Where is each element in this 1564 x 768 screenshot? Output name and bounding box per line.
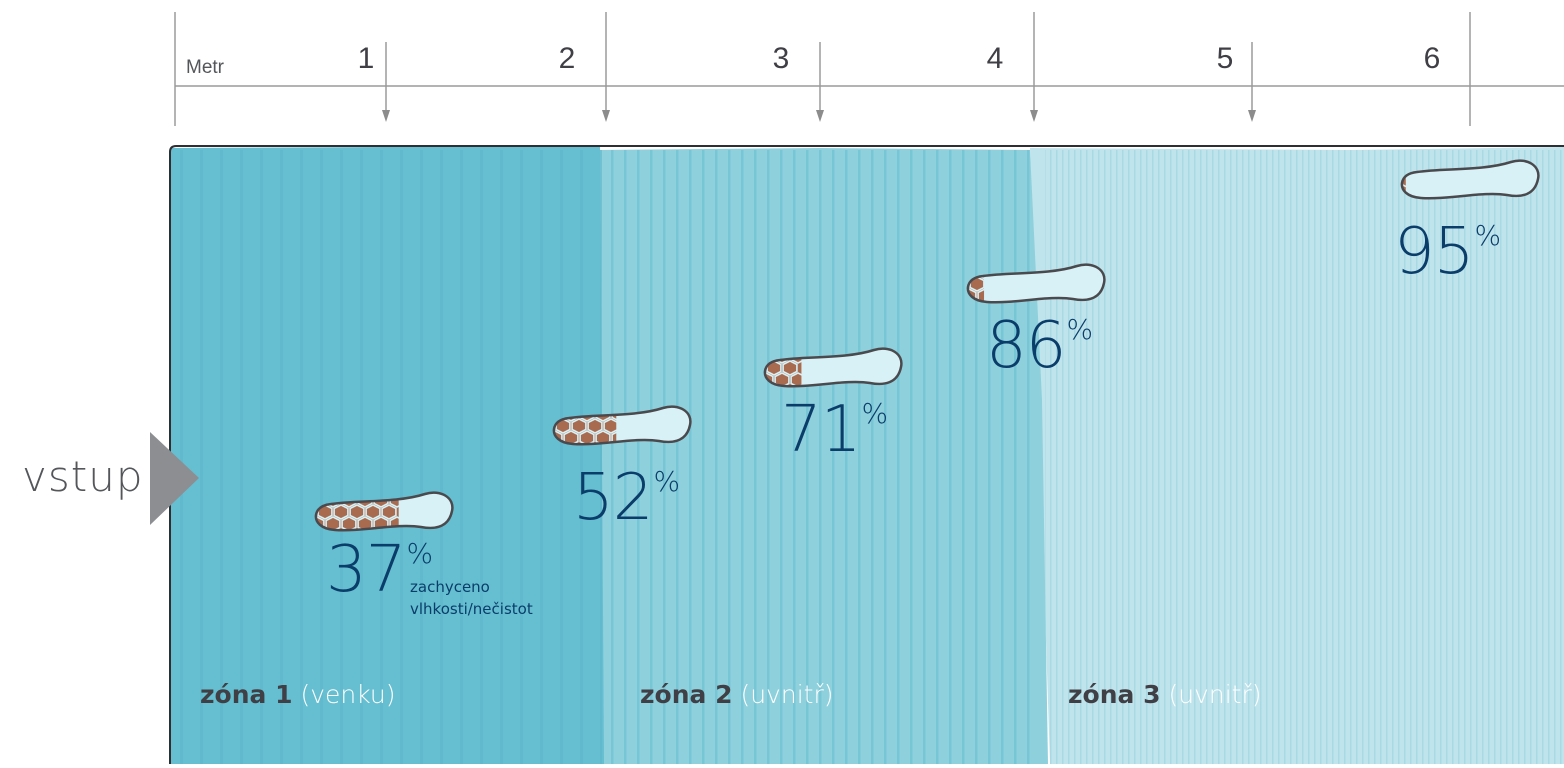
zone-name: zóna 2	[640, 680, 733, 709]
tread-hexagon	[1401, 184, 1411, 199]
percent-value: 95	[1394, 215, 1474, 289]
zone-note: (uvnitř)	[740, 680, 834, 709]
percent-value: 71	[781, 393, 861, 467]
mat	[169, 145, 1564, 764]
tread-hexagon	[389, 516, 405, 531]
shoe-outline	[966, 263, 1106, 304]
percent-label-3: 71%	[781, 398, 888, 462]
tread-hexagon	[603, 418, 619, 434]
tread-hexagon	[325, 516, 341, 531]
shoe-outline	[763, 347, 903, 388]
tread-hexagon	[782, 360, 798, 376]
ruler-tick-label: 3	[773, 42, 790, 75]
percent-label-4: 86%	[986, 314, 1093, 378]
zone-1-label: zóna 1 (venku)	[200, 680, 396, 709]
caption-line-1: zachyceno	[410, 578, 490, 596]
tread-hexagon	[365, 504, 381, 520]
tread-hexagon	[790, 372, 806, 387]
zone-name: zóna 3	[1068, 680, 1161, 709]
tread-hexagon	[579, 430, 595, 445]
ruler-arrow-icon	[1248, 110, 1256, 122]
percent-caption: zachyceno vlhkosti/nečistot	[410, 576, 533, 620]
ruler-arrow-icon	[1030, 110, 1038, 122]
tread-hexagon	[381, 504, 397, 520]
tread-hexagon	[774, 372, 790, 387]
zone-2-label: zóna 2 (uvnitř)	[640, 680, 833, 709]
percent-value: 52	[573, 461, 653, 535]
ruler-tick-label: 4	[987, 42, 1004, 75]
tread-hexagon	[764, 372, 774, 387]
ruler-ticks: 1 2 3 4 5 6	[358, 12, 1471, 126]
ruler-arrow-icon	[382, 110, 390, 122]
tread-hexagon	[315, 516, 325, 531]
ruler-unit-label: Metr	[186, 57, 225, 78]
tread-hexagon	[333, 504, 349, 520]
zone-2-stripes	[604, 150, 1040, 764]
ruler-tick-label: 1	[358, 42, 375, 75]
zone-note: (venku)	[300, 680, 396, 709]
percent-label-5: 95%	[1394, 220, 1501, 284]
tread-hexagon	[571, 418, 587, 434]
ruler-tick-label: 6	[1424, 42, 1441, 75]
ruler-tick-label: 5	[1217, 42, 1234, 75]
shoe-sole-icon	[1401, 160, 1539, 199]
percent-label-1: 37%	[326, 538, 433, 602]
tread-hexagon	[341, 516, 357, 531]
ruler-arrow-icon	[816, 110, 824, 122]
tread-hexagon	[967, 288, 977, 303]
ruler: Metr 1 2 3 4 5 6	[174, 12, 1564, 126]
shoe-sole-icon	[967, 264, 1105, 303]
tread-hexagon	[553, 430, 563, 445]
shoe-outline	[552, 405, 692, 446]
zone-3-stripes	[1045, 150, 1564, 764]
tread-hexagon	[587, 418, 603, 434]
percent-sign: %	[861, 397, 889, 430]
percent-sign: %	[653, 465, 681, 498]
entry-label: vstup	[22, 452, 144, 501]
tread-hexagon	[349, 504, 365, 520]
tread-hexagon	[977, 288, 993, 303]
percent-sign: %	[406, 537, 434, 570]
percent-value: 37	[326, 533, 406, 607]
tread-hexagon	[611, 430, 627, 445]
shoe-outline	[314, 491, 454, 532]
ruler-arrow-icon	[602, 110, 610, 122]
zone-note: (uvnitř)	[1168, 680, 1262, 709]
mat-outline	[169, 145, 1564, 764]
footprint-5	[1400, 159, 1540, 200]
zone-1-stripes	[178, 150, 602, 764]
entry-arrow-icon	[150, 432, 199, 525]
tread-hexagon	[357, 516, 373, 531]
percent-sign: %	[1474, 219, 1502, 252]
tread-hexagon	[595, 430, 611, 445]
ruler-tick-label: 2	[559, 42, 576, 75]
zone-3-label: zóna 3 (uvnitř)	[1068, 680, 1261, 709]
shoe-outline	[1400, 159, 1540, 200]
tread-hexagon	[373, 516, 389, 531]
percent-sign: %	[1066, 313, 1094, 346]
percent-label-2: 52%	[573, 466, 680, 530]
zone-name: zóna 1	[200, 680, 293, 709]
caption-line-2: vlhkosti/nečistot	[410, 600, 533, 618]
tread-hexagon	[563, 430, 579, 445]
percent-value: 86	[986, 309, 1066, 383]
